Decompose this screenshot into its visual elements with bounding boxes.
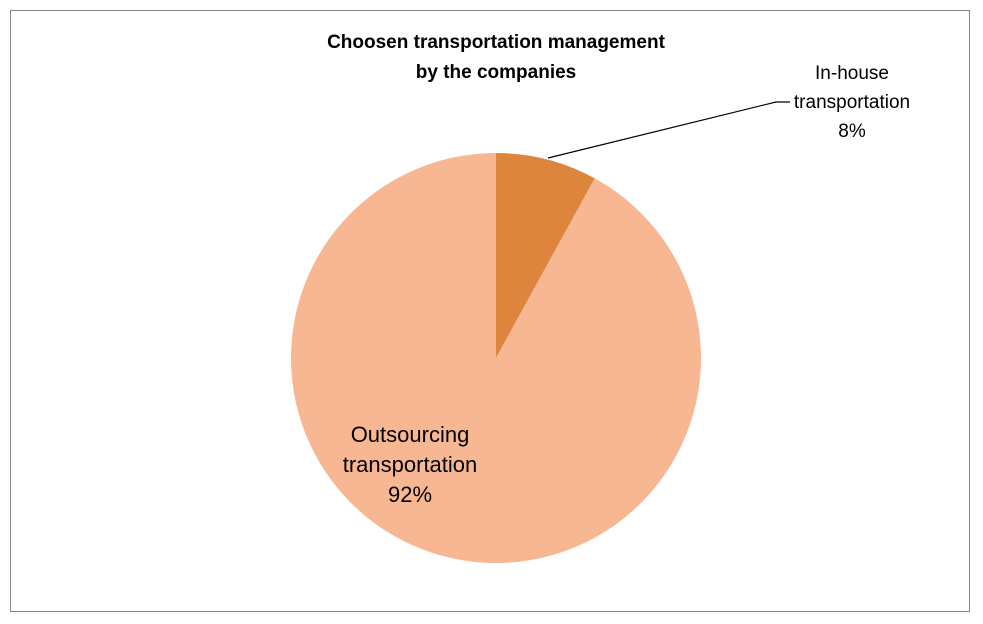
slice-label-outsourcing-line-2: transportation bbox=[343, 452, 478, 477]
slice-value-outsourcing: 92% bbox=[388, 482, 432, 507]
chart-title-line-2: by the companies bbox=[416, 62, 577, 83]
pie-slice-outsourcing bbox=[290, 153, 701, 563]
pie-slices bbox=[290, 153, 701, 563]
slice-label-outsourcing-line-1: Outsourcing bbox=[351, 422, 470, 447]
leader-line-in-house bbox=[547, 101, 790, 159]
slice-label-in-house-line-2: transportation bbox=[794, 92, 910, 113]
slice-label-in-house-line-1: In-house bbox=[815, 63, 889, 84]
slice-value-in-house: 8% bbox=[838, 121, 866, 142]
chart-title-line-1: Choosen transportation management bbox=[327, 32, 665, 53]
pie-slice-in-house bbox=[496, 153, 595, 358]
